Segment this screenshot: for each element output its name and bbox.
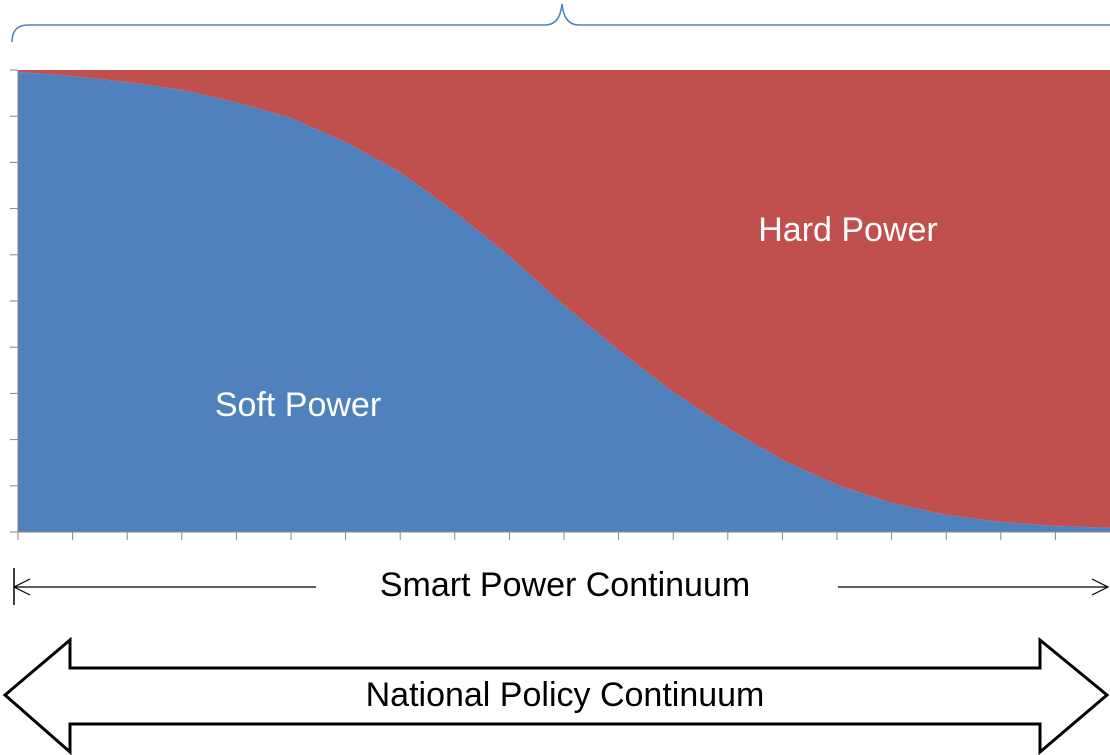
annotation: National Policy Continuum [366, 676, 765, 714]
arrow-head [1091, 578, 1110, 596]
series-label: Soft Power [215, 386, 381, 424]
double-arrow [2, 636, 1110, 755]
arrow-head [12, 578, 31, 596]
plot-area [18, 70, 1110, 533]
area [18, 70, 1110, 528]
annotation: Smart Power Continuum [380, 566, 750, 604]
brace [11, 3, 1110, 43]
area [18, 71, 1110, 533]
series-label: Hard Power [758, 211, 938, 249]
